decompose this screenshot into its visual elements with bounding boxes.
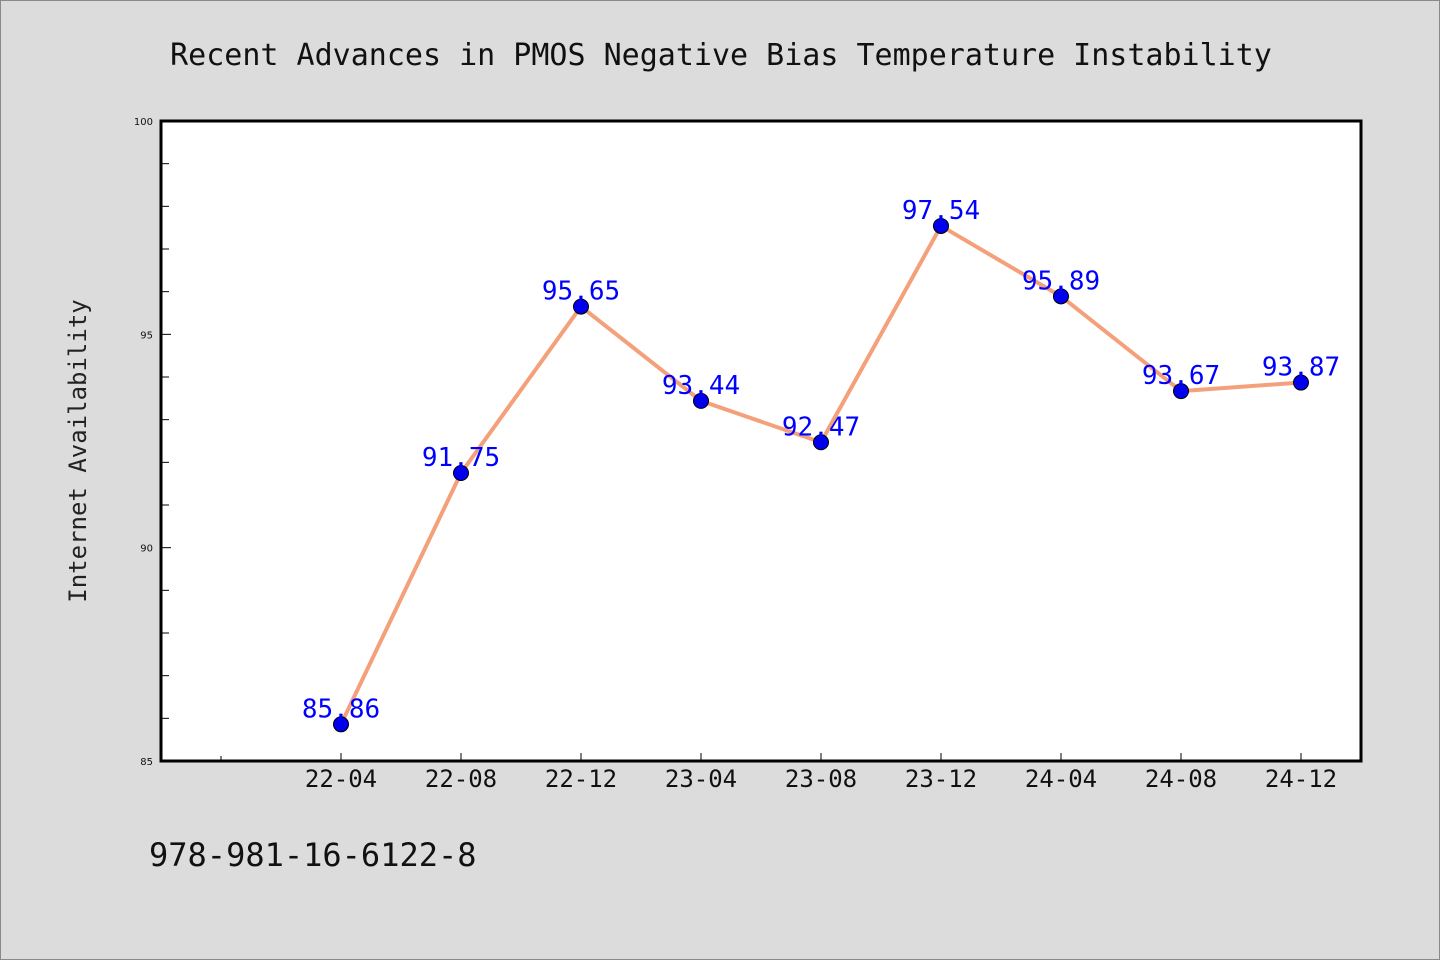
- y-tick-label: 95: [140, 330, 153, 341]
- data-point: [573, 298, 589, 315]
- data-label: 93.67: [1142, 361, 1220, 391]
- x-axis-ticks: 22-04 22-08 22-12 23-04 23-08 23-12 24-04 24-08…: [220, 753, 1337, 793]
- x-tick-label: 24-08: [1145, 765, 1217, 793]
- x-tick-label: 23-08: [785, 765, 857, 793]
- data-point: [693, 392, 709, 409]
- data-label: 93.87: [1262, 353, 1340, 383]
- data-label: 91.75: [422, 443, 500, 473]
- data-point: [933, 217, 949, 234]
- data-label: 95.65: [542, 277, 620, 307]
- y-tick-label: 90: [140, 544, 153, 555]
- data-label: 95.89: [1022, 266, 1100, 296]
- data-label: 85.86: [302, 694, 380, 724]
- data-point: [1173, 383, 1189, 400]
- data-label: 93.44: [662, 371, 740, 401]
- plot-area: [159, 119, 1363, 763]
- y-tick-label: 100: [134, 117, 153, 128]
- x-tick-label: 22-04: [305, 765, 377, 793]
- x-tick-label: 24-04: [1025, 765, 1097, 793]
- y-tick-label: 85: [140, 757, 153, 768]
- x-tick-label: 24-12: [1265, 765, 1337, 793]
- data-label: 97.54: [902, 196, 980, 226]
- x-tick-label: 23-04: [665, 765, 737, 793]
- data-label: 92.47: [782, 412, 860, 442]
- series-layer: 85.86 91.75 95.65 93.44 92.47 97.54 95.89 93.67…: [302, 196, 1340, 733]
- data-point: [1053, 288, 1069, 305]
- y-axis-ticks: 85 90 95 100: [134, 117, 171, 768]
- chart-title: Recent Advances in PMOS Negative Bias Te…: [170, 38, 1272, 73]
- x-tick-label: 22-08: [425, 765, 497, 793]
- x-tick-label: 23-12: [905, 765, 977, 793]
- data-point: [453, 465, 469, 481]
- data-point: [813, 434, 829, 451]
- isbn-text: 978-981-16-6122-8: [149, 836, 477, 874]
- y-axis-label: Internet Availability: [64, 299, 92, 602]
- data-point: [1293, 374, 1309, 391]
- x-tick-label: 22-12: [545, 765, 617, 793]
- data-point: [333, 716, 349, 733]
